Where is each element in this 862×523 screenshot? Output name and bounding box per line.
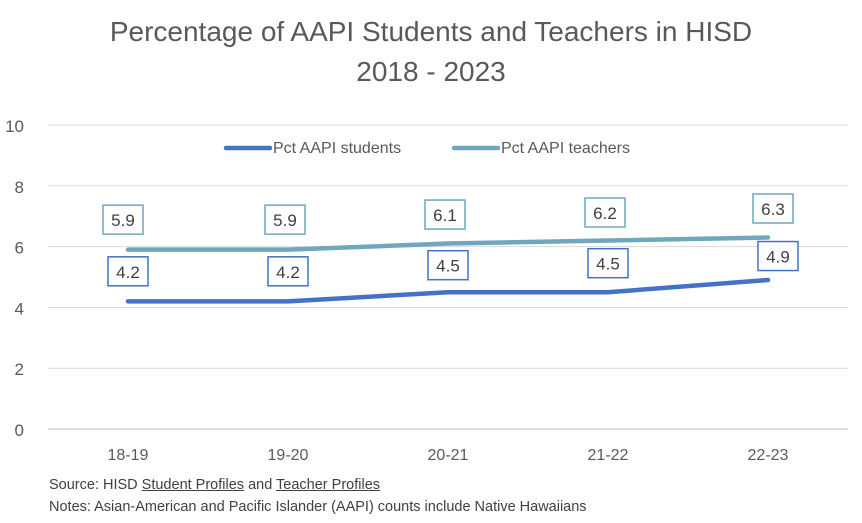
source-mid: and bbox=[244, 477, 277, 493]
data-label-0-2: 4.5 bbox=[436, 257, 460, 276]
data-label-0-0: 4.2 bbox=[116, 263, 140, 282]
x-tick-label-22-23: 22-23 bbox=[748, 447, 789, 464]
data-label-1-0: 5.9 bbox=[111, 211, 135, 230]
data-label-1-4: 6.3 bbox=[761, 200, 785, 219]
y-tick-label-8: 8 bbox=[15, 178, 24, 197]
data-label-box-1-3 bbox=[584, 197, 626, 228]
data-label-1-3: 6.2 bbox=[593, 204, 617, 223]
data-label-box-1-0 bbox=[102, 204, 144, 235]
series-line-students bbox=[125, 277, 771, 304]
x-tick-label-18-19: 18-19 bbox=[108, 447, 149, 464]
y-tick-label-2: 2 bbox=[15, 360, 24, 379]
series-line-teachers bbox=[125, 235, 771, 252]
data-label-box-1-1 bbox=[264, 204, 306, 235]
data-label-box-0-2 bbox=[427, 249, 469, 281]
data-label-0-3: 4.5 bbox=[596, 255, 620, 274]
source-prefix: Source: HISD bbox=[49, 477, 142, 493]
data-label-box-1-2 bbox=[424, 199, 466, 230]
chart-subtitle: 2018 - 2023 bbox=[356, 56, 506, 87]
data-label-box-0-1 bbox=[267, 256, 309, 287]
source-note: Source: HISD Student Profiles and Teache… bbox=[49, 477, 380, 493]
notes-text: Notes: Asian-American and Pacific Island… bbox=[49, 499, 587, 515]
y-tick-label-6: 6 bbox=[15, 239, 24, 258]
y-tick-label-10: 10 bbox=[5, 117, 24, 136]
data-label-box-0-0 bbox=[107, 256, 149, 287]
data-label-box-0-3 bbox=[587, 247, 629, 279]
legend-label-1: Pct AAPI teachers bbox=[501, 140, 630, 157]
data-label-0-1: 4.2 bbox=[276, 263, 300, 282]
legend-label-0: Pct AAPI students bbox=[273, 140, 401, 157]
x-tick-label-21-22: 21-22 bbox=[588, 447, 629, 464]
data-label-1-2: 6.1 bbox=[433, 206, 457, 225]
y-tick-label-0: 0 bbox=[15, 421, 24, 440]
student-profiles-link[interactable]: Student Profiles bbox=[141, 477, 245, 493]
chart-title: Percentage of AAPI Students and Teachers… bbox=[109, 16, 753, 47]
teacher-profiles-link[interactable]: Teacher Profiles bbox=[276, 477, 381, 493]
x-tick-label-20-21: 20-21 bbox=[428, 447, 469, 464]
data-label-box-1-4 bbox=[752, 193, 794, 224]
y-tick-label-4: 4 bbox=[15, 299, 24, 318]
x-tick-label-19-20: 19-20 bbox=[268, 447, 309, 464]
data-label-1-1: 5.9 bbox=[273, 211, 297, 230]
data-label-box-0-4 bbox=[757, 240, 799, 272]
data-label-0-4: 4.9 bbox=[766, 248, 790, 267]
